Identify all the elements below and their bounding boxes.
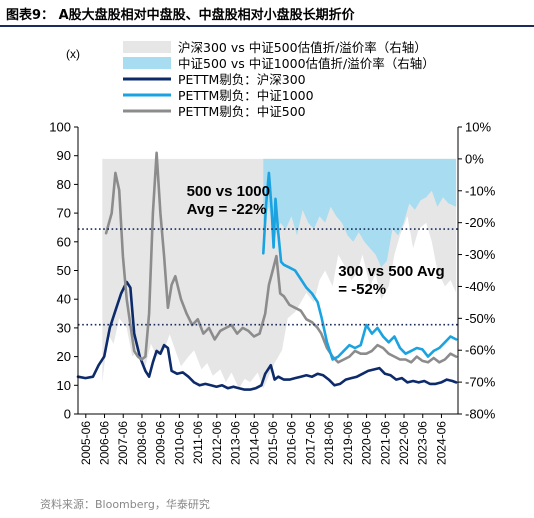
left-tick-label: 30 bbox=[57, 320, 71, 335]
left-tick-label: 70 bbox=[57, 206, 71, 221]
legend-label-1: 中证500 vs 中证1000估值折/溢价率（右轴） bbox=[178, 56, 435, 71]
annotation-0-line-0: 500 vs 1000 bbox=[187, 183, 270, 200]
left-tick-label: 80 bbox=[57, 177, 71, 192]
line-series-3 bbox=[104, 151, 458, 364]
x-tick-label: 2011-06 bbox=[191, 421, 205, 464]
right-tick-label: 0% bbox=[465, 151, 484, 166]
x-tick-label: 2019-06 bbox=[341, 421, 355, 465]
right-tick-label: 10% bbox=[465, 120, 491, 135]
left-tick-label: 90 bbox=[57, 148, 71, 163]
line-series-4 bbox=[261, 171, 458, 361]
title-divider bbox=[0, 25, 534, 27]
legend-label-2: PETTM剔负：沪深300 bbox=[178, 72, 306, 87]
chart-source: 资料来源：Bloomberg，华泰研究 bbox=[40, 498, 210, 511]
annotation-0-line-1: Avg = -22% bbox=[187, 201, 267, 218]
right-tick-label: -60% bbox=[465, 343, 496, 358]
x-tick-label: 2015-06 bbox=[266, 421, 280, 465]
annotation-1-line-0: 300 vs 500 Avg bbox=[338, 263, 444, 280]
right-tick-label: -20% bbox=[465, 215, 496, 230]
x-tick-label: 2006-06 bbox=[98, 421, 112, 465]
legend-label-0: 沪深300 vs 中证500估值折/溢价率（右轴） bbox=[178, 40, 427, 55]
left-tick-label: 60 bbox=[57, 234, 71, 249]
x-tick-label: 2005-06 bbox=[79, 421, 93, 465]
x-tick-label: 2017-06 bbox=[303, 421, 317, 465]
x-tick-label: 2024-06 bbox=[434, 421, 448, 465]
x-tick-label: 2022-06 bbox=[397, 421, 411, 465]
right-tick-label: -30% bbox=[465, 247, 496, 262]
x-tick-label: 2023-06 bbox=[416, 421, 430, 465]
left-tick-label: 50 bbox=[57, 263, 71, 278]
x-tick-label: 2014-06 bbox=[247, 421, 261, 465]
x-tick-label: 2012-06 bbox=[210, 421, 224, 465]
left-tick-label: 20 bbox=[57, 349, 71, 364]
legend-label-3: PETTM剔负：中证1000 bbox=[178, 88, 314, 103]
x-tick-label: 2008-06 bbox=[135, 421, 149, 465]
x-tick-label: 2016-06 bbox=[285, 421, 299, 465]
x-tick-label: 2021-06 bbox=[378, 421, 392, 465]
left-axis-unit: (x) bbox=[66, 47, 80, 61]
x-tick-label: 2020-06 bbox=[360, 421, 374, 465]
line-series-2 bbox=[76, 280, 458, 391]
right-tick-label: -70% bbox=[465, 375, 496, 390]
axes-layer: 0 10 20 30 40 50 60 70 80 90 100 (x) 10% 0% -10% -20% -3… bbox=[49, 47, 495, 465]
left-tick-label: 100 bbox=[49, 120, 71, 135]
chart-title: 图表9： A股大盘股相对中盘股、中盘股相对小盘股长期折价 bbox=[6, 8, 355, 23]
legend-label-4: PETTM剔负：中证500 bbox=[178, 104, 306, 119]
area-series-1 bbox=[263, 158, 457, 268]
x-tick-label: 2018-06 bbox=[322, 421, 336, 465]
legend-swatch-0 bbox=[123, 41, 171, 53]
left-tick-label: 10 bbox=[57, 378, 71, 393]
right-tick-label: -40% bbox=[465, 279, 496, 294]
left-tick-label: 0 bbox=[64, 407, 71, 422]
x-tick-label: 2007-06 bbox=[116, 421, 130, 465]
annotation-1-line-1: = -52% bbox=[338, 281, 386, 298]
line-series-layer bbox=[76, 151, 458, 391]
left-tick-label: 40 bbox=[57, 292, 71, 307]
x-tick-label: 2009-06 bbox=[154, 421, 168, 465]
right-tick-label: -80% bbox=[465, 407, 496, 422]
x-tick-label: 2013-06 bbox=[229, 421, 243, 465]
right-tick-label: -50% bbox=[465, 311, 496, 326]
right-tick-label: -10% bbox=[465, 183, 496, 198]
legend: 沪深300 vs 中证500估值折/溢价率（右轴）中证500 vs 中证1000… bbox=[123, 40, 435, 119]
legend-swatch-1 bbox=[123, 57, 171, 69]
reference-lines-layer bbox=[78, 228, 458, 326]
x-tick-label: 2010-06 bbox=[172, 421, 186, 465]
